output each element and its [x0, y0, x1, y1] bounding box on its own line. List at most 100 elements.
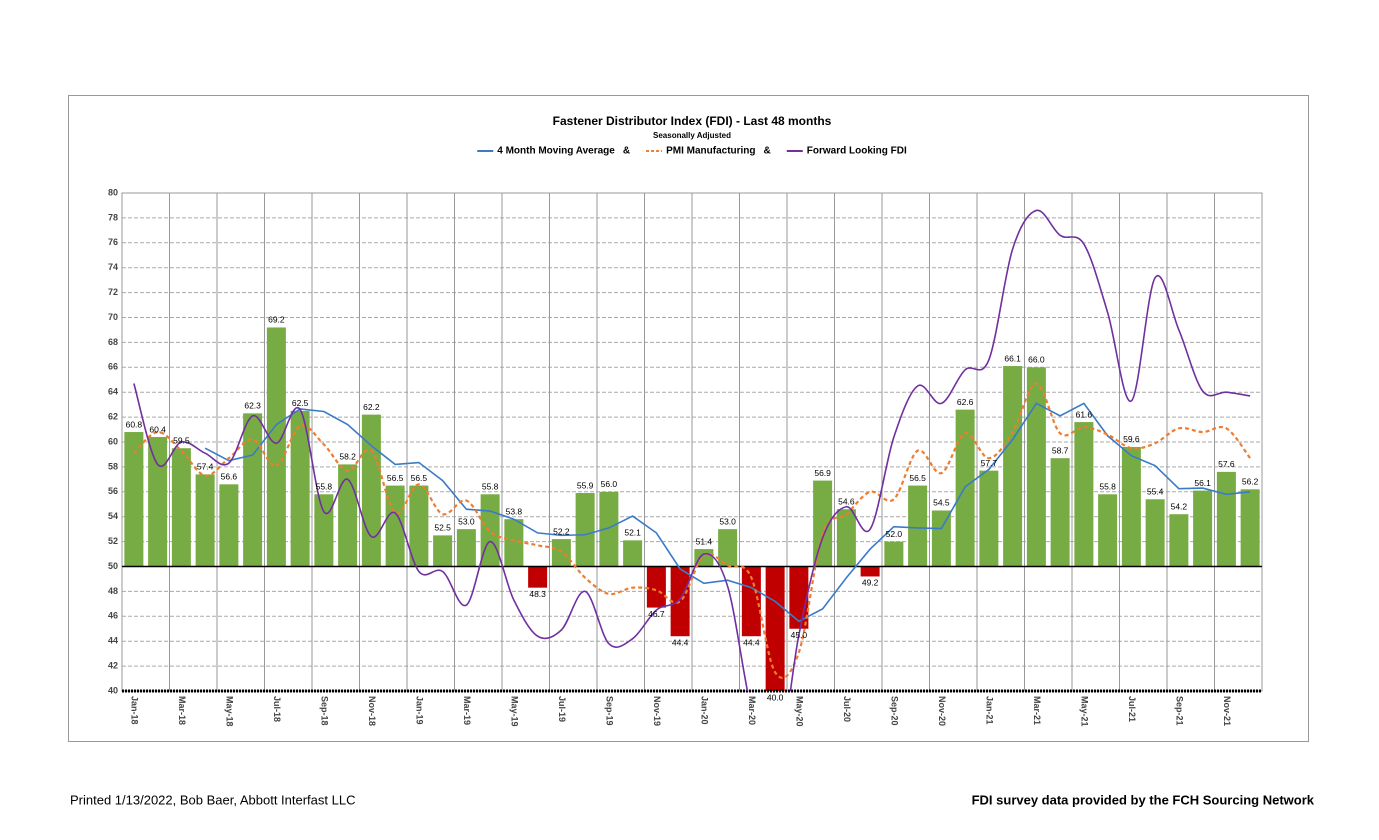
x-tick-label: Sep-18	[320, 696, 330, 726]
bar	[195, 474, 215, 567]
data-label: 55.8	[316, 482, 333, 492]
bar	[361, 414, 381, 567]
x-tick-label: Jan-19	[415, 696, 425, 725]
bar	[860, 566, 880, 577]
data-label: 58.2	[339, 452, 356, 462]
data-label: 40.0	[767, 692, 784, 702]
x-tick-label: May-19	[510, 696, 520, 727]
data-label: 69.2	[268, 315, 285, 325]
data-label: 56.5	[909, 473, 926, 483]
x-tick-label: Sep-19	[605, 696, 615, 726]
y-tick-label: 70	[108, 312, 118, 322]
x-tick-label: Nov-21	[1222, 696, 1232, 726]
legend-label: Forward Looking FDI	[807, 146, 907, 157]
legend-label: 4 Month Moving Average	[497, 146, 615, 157]
x-tick-label: Jan-18	[130, 696, 140, 725]
y-tick-label: 78	[108, 212, 118, 222]
bar	[1098, 494, 1118, 567]
series-line	[133, 382, 1252, 679]
x-tick-label: Nov-19	[652, 696, 662, 726]
x-tick-label: Jul-18	[272, 696, 282, 722]
bar	[836, 509, 856, 567]
data-label: 59.5	[173, 435, 190, 445]
x-tick-label: Mar-20	[747, 696, 757, 725]
bar	[931, 510, 951, 567]
bar	[908, 485, 928, 567]
bar	[1169, 514, 1189, 567]
bar	[789, 566, 809, 629]
data-label: 60.8	[126, 419, 143, 429]
data-label: 62.5	[292, 398, 309, 408]
y-tick-label: 40	[108, 685, 118, 695]
x-tick-label: Mar-19	[462, 696, 472, 725]
y-tick-label: 80	[108, 187, 118, 197]
chart-title: Fastener Distributor Index (FDI) - Last …	[553, 114, 832, 128]
y-tick-label: 52	[108, 536, 118, 546]
data-label: 56.5	[411, 473, 428, 483]
bar	[409, 485, 429, 567]
data-label: 52.2	[553, 526, 570, 536]
bar	[1074, 422, 1094, 567]
bar	[148, 437, 168, 567]
x-tick-label: Mar-18	[177, 696, 187, 725]
data-label: 62.6	[957, 397, 974, 407]
data-label: 59.6	[1123, 434, 1140, 444]
x-tick-label: Jul-19	[557, 696, 567, 722]
data-label: 46.7	[648, 609, 665, 619]
bar	[314, 494, 334, 567]
y-tick-label: 66	[108, 362, 118, 372]
bar	[979, 470, 999, 567]
data-label: 56.5	[387, 473, 404, 483]
data-label: 55.9	[577, 480, 594, 490]
y-tick-label: 42	[108, 660, 118, 670]
data-label: 56.9	[814, 468, 831, 478]
lines	[133, 209, 1252, 691]
legend-label: PMI Manufacturing	[666, 146, 755, 157]
x-tick-label: May-18	[225, 696, 235, 727]
data-label: 48.3	[529, 589, 546, 599]
y-tick-label: 54	[108, 511, 118, 521]
bar	[884, 541, 904, 567]
x-tick-label: Sep-21	[1175, 696, 1185, 726]
legend-separator: &	[623, 146, 630, 157]
data-label: 51.4	[696, 536, 713, 546]
data-label: 44.4	[743, 637, 760, 647]
bar	[504, 519, 524, 567]
y-tick-label: 60	[108, 436, 118, 446]
y-tick-label: 74	[108, 262, 118, 272]
bar	[171, 448, 191, 567]
data-label: 52.0	[886, 529, 903, 539]
x-tick-label: Nov-18	[367, 696, 377, 726]
data-label: 66.1	[1004, 353, 1021, 363]
y-tick-label: 46	[108, 611, 118, 621]
data-label: 56.2	[1242, 477, 1259, 487]
data-label: 54.5	[933, 498, 950, 508]
bar	[1216, 471, 1236, 567]
data-label: 57.6	[1218, 459, 1235, 469]
x-tick-label: Jan-20	[700, 696, 710, 725]
bar	[124, 432, 144, 567]
bar	[718, 529, 738, 567]
y-tick-label: 72	[108, 287, 118, 297]
data-label: 55.8	[482, 482, 499, 492]
y-tick-label: 50	[108, 561, 118, 571]
y-tick-label: 62	[108, 411, 118, 421]
bar	[1240, 489, 1260, 567]
x-tick-label: Jul-20	[842, 696, 852, 722]
y-tick-label: 76	[108, 237, 118, 247]
x-tick-label: Jul-21	[1127, 696, 1137, 722]
data-label: 53.8	[506, 506, 523, 516]
y-tick-label: 44	[108, 636, 118, 646]
bar	[266, 327, 286, 567]
bar	[646, 566, 666, 608]
chart-subtitle: Seasonally Adjusted	[653, 131, 731, 140]
data-label: 54.6	[838, 496, 855, 506]
bar	[243, 413, 263, 567]
bar	[813, 480, 833, 567]
bar	[1003, 366, 1023, 567]
bar	[338, 464, 358, 567]
data-label: 52.5	[434, 523, 451, 533]
x-tick-label: Mar-21	[1032, 696, 1042, 725]
data-label: 49.2	[862, 578, 879, 588]
